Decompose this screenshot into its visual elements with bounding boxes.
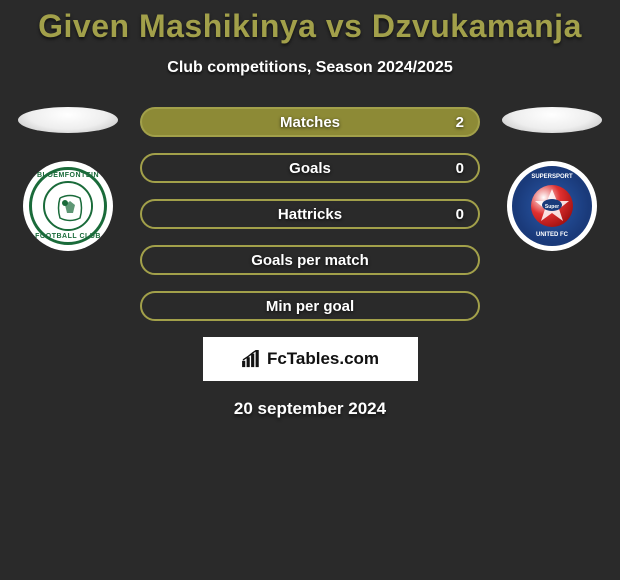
bloemfontein-celtic-badge: BLOEMFONTEIN FOOTBALL CLUB: [23, 161, 113, 251]
logo-text: FcTables.com: [267, 349, 379, 369]
right-player-oval: [502, 107, 602, 133]
stat-label: Goals per match: [251, 252, 369, 269]
celtic-crest-icon: [45, 183, 93, 231]
season-subtitle: Club competitions, Season 2024/2025: [0, 59, 620, 77]
supersport-star-icon: Super: [531, 185, 573, 227]
svg-text:Super: Super: [545, 204, 559, 210]
stat-bar: Min per goal: [140, 291, 480, 321]
stat-bar: Goals per match: [140, 245, 480, 275]
stat-value: 0: [456, 160, 464, 177]
badge-text-bottom: FOOTBALL CLUB: [35, 233, 101, 240]
left-player-oval: [18, 107, 118, 133]
date-text: 20 september 2024: [0, 399, 620, 419]
stat-label: Matches: [280, 114, 340, 131]
left-player-column: BLOEMFONTEIN FOOTBALL CLUB: [18, 107, 118, 251]
stats-column: Matches 2 Goals 0 Hattricks 0 Goals per match M…: [140, 107, 480, 321]
page-title: Given Mashikinya vs Dzvukamanja: [0, 8, 620, 45]
stat-label: Goals: [289, 160, 331, 177]
stat-bar: Matches 2: [140, 107, 480, 137]
badge-text-top: SUPERSPORT: [531, 174, 572, 180]
right-player-column: SUPERSPORT Super UNITED FC: [502, 107, 602, 251]
fctables-logo[interactable]: FcTables.com: [203, 337, 418, 381]
stat-bar: Hattricks 0: [140, 199, 480, 229]
stat-bar: Goals 0: [140, 153, 480, 183]
content-row: BLOEMFONTEIN FOOTBALL CLUB Matches 2 Goals…: [0, 107, 620, 321]
stat-value: 0: [456, 206, 464, 223]
comparison-card: Given Mashikinya vs Dzvukamanja Club com…: [0, 0, 620, 419]
bar-chart-icon: [241, 350, 263, 368]
badge-text-bottom: UNITED FC: [536, 232, 568, 238]
stat-value: 2: [456, 114, 464, 131]
supersport-united-badge: SUPERSPORT Super UNITED FC: [507, 161, 597, 251]
stat-label: Min per goal: [266, 298, 354, 315]
badge-text-top: BLOEMFONTEIN: [37, 172, 99, 179]
stat-label: Hattricks: [278, 206, 342, 223]
